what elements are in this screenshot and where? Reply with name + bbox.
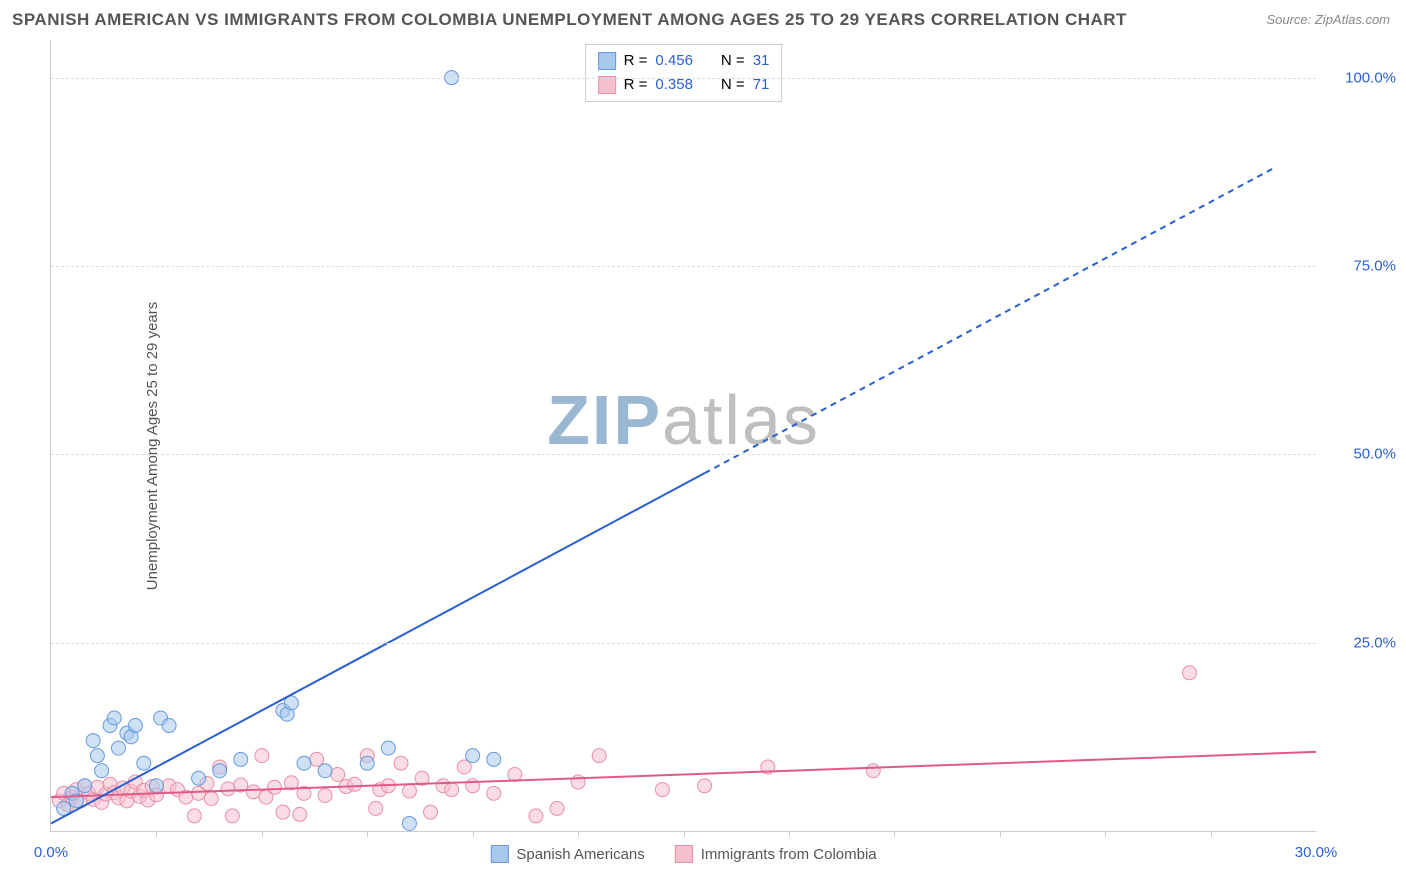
data-point xyxy=(246,785,260,799)
legend-label-a: Spanish Americans xyxy=(516,846,644,863)
data-point xyxy=(192,771,206,785)
x-tick xyxy=(1211,831,1212,837)
x-tick xyxy=(156,831,157,837)
gridline xyxy=(51,78,1316,79)
n-value-b: 71 xyxy=(753,73,770,97)
chart-container: SPANISH AMERICAN VS IMMIGRANTS FROM COLO… xyxy=(0,0,1406,892)
x-tick xyxy=(367,831,368,837)
gridline xyxy=(51,643,1316,644)
plot-svg xyxy=(51,40,1316,831)
x-label-left: 0.0% xyxy=(34,844,68,861)
y-tick-label: 25.0% xyxy=(1326,634,1396,651)
data-point xyxy=(529,809,543,823)
chart-title: SPANISH AMERICAN VS IMMIGRANTS FROM COLO… xyxy=(12,10,1127,30)
data-point xyxy=(360,756,374,770)
data-point xyxy=(255,749,269,763)
plot-area: ZIPatlas R = 0.456 N = 31 R = 0.358 N = … xyxy=(50,40,1316,832)
x-tick xyxy=(262,831,263,837)
data-point xyxy=(137,756,151,770)
n-label-b: N = xyxy=(721,73,745,97)
trend-line xyxy=(705,168,1274,473)
data-point xyxy=(550,801,564,815)
data-point xyxy=(225,809,239,823)
data-point xyxy=(111,741,125,755)
data-point xyxy=(293,807,307,821)
x-tick xyxy=(684,831,685,837)
trend-line xyxy=(51,473,705,823)
data-point xyxy=(267,780,281,794)
data-point xyxy=(318,789,332,803)
x-label-right: 30.0% xyxy=(1295,844,1338,861)
y-tick-label: 50.0% xyxy=(1326,446,1396,463)
data-point xyxy=(348,777,362,791)
y-tick-label: 75.0% xyxy=(1326,258,1396,275)
n-value-a: 31 xyxy=(753,49,770,73)
legend-series: Spanish Americans Immigrants from Colomb… xyxy=(490,845,876,863)
swatch-a-bottom xyxy=(490,845,508,863)
legend-item-b: Immigrants from Colombia xyxy=(675,845,877,863)
legend-label-b: Immigrants from Colombia xyxy=(701,846,877,863)
data-point xyxy=(424,805,438,819)
swatch-b-bottom xyxy=(675,845,693,863)
legend-correlation: R = 0.456 N = 31 R = 0.358 N = 71 xyxy=(585,44,783,102)
data-point xyxy=(221,782,235,796)
data-point xyxy=(318,764,332,778)
swatch-b xyxy=(598,76,616,94)
data-point xyxy=(234,752,248,766)
x-tick xyxy=(473,831,474,837)
gridline xyxy=(51,454,1316,455)
r-label-a: R = xyxy=(624,49,648,73)
data-point xyxy=(128,719,142,733)
data-point xyxy=(86,734,100,748)
x-tick xyxy=(1000,831,1001,837)
data-point xyxy=(1183,666,1197,680)
data-point xyxy=(78,779,92,793)
data-point xyxy=(95,764,109,778)
data-point xyxy=(487,752,501,766)
data-point xyxy=(331,768,345,782)
data-point xyxy=(297,756,311,770)
x-tick xyxy=(1105,831,1106,837)
data-point xyxy=(592,749,606,763)
data-point xyxy=(402,784,416,798)
data-point xyxy=(445,783,459,797)
data-point xyxy=(369,801,383,815)
source-label: Source: ZipAtlas.com xyxy=(1266,12,1390,27)
legend-row-a: R = 0.456 N = 31 xyxy=(598,49,770,73)
data-point xyxy=(204,792,218,806)
swatch-a xyxy=(598,52,616,70)
n-label-a: N = xyxy=(721,49,745,73)
data-point xyxy=(276,805,290,819)
x-tick xyxy=(789,831,790,837)
data-point xyxy=(381,741,395,755)
data-point xyxy=(394,756,408,770)
data-point xyxy=(655,783,669,797)
r-label-b: R = xyxy=(624,73,648,97)
data-point xyxy=(402,816,416,830)
data-point xyxy=(187,809,201,823)
data-point xyxy=(162,719,176,733)
y-tick-label: 100.0% xyxy=(1326,69,1396,86)
gridline xyxy=(51,266,1316,267)
r-value-b: 0.358 xyxy=(655,73,693,97)
x-tick xyxy=(894,831,895,837)
r-value-a: 0.456 xyxy=(655,49,693,73)
x-tick xyxy=(578,831,579,837)
legend-item-a: Spanish Americans xyxy=(490,845,644,863)
data-point xyxy=(213,764,227,778)
data-point xyxy=(466,749,480,763)
data-point xyxy=(107,711,121,725)
data-point xyxy=(866,764,880,778)
data-point xyxy=(487,786,501,800)
data-point xyxy=(149,779,163,793)
data-point xyxy=(698,779,712,793)
data-point xyxy=(90,749,104,763)
legend-row-b: R = 0.358 N = 71 xyxy=(598,73,770,97)
